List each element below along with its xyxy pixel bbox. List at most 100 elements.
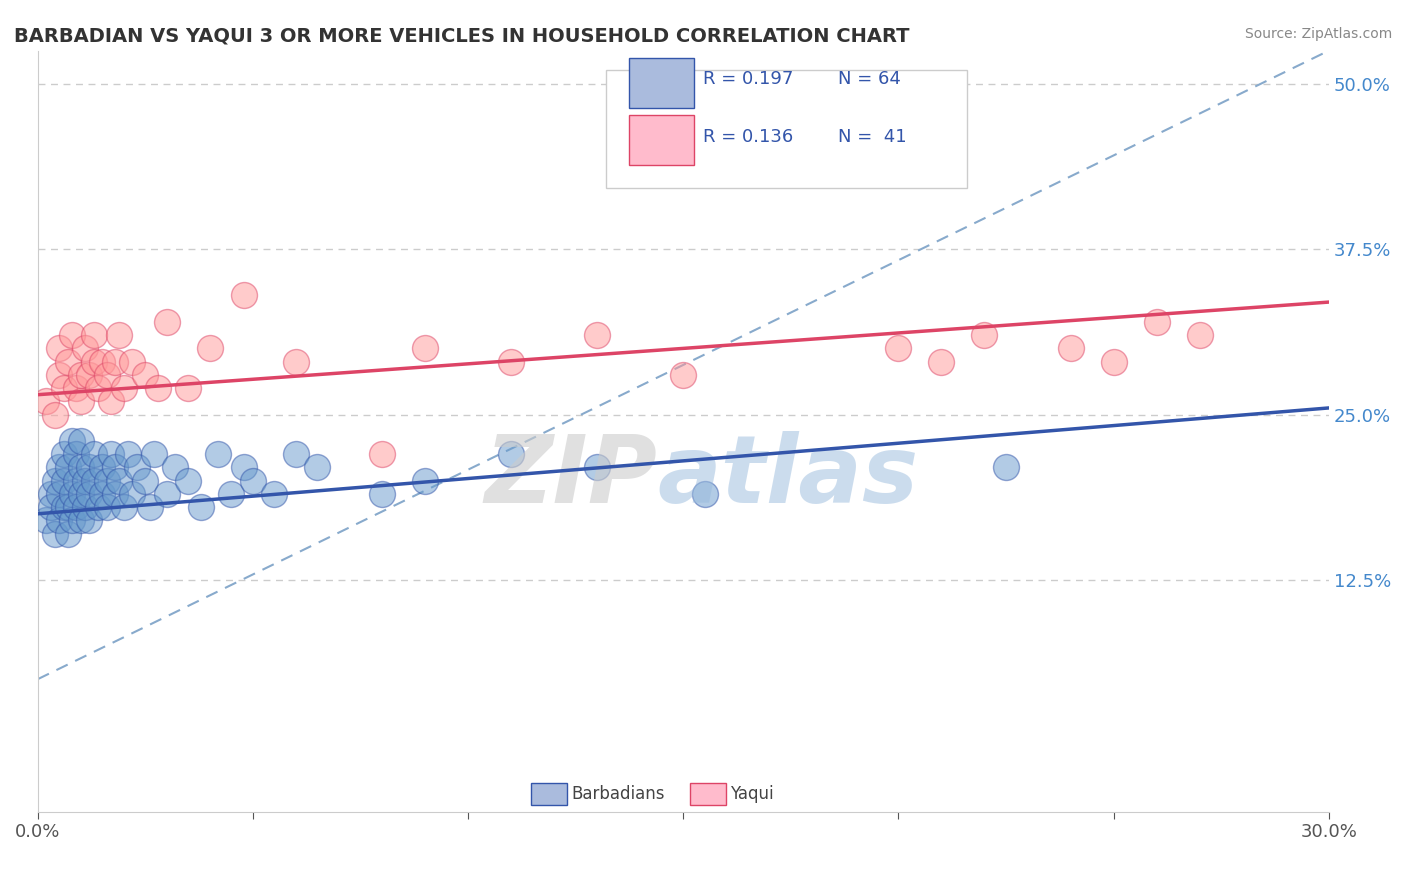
Point (65, 500, 87, 515)
Point (83, 474, 105, 488)
Point (177, 381, 200, 395)
Point (177, 474, 200, 488)
Point (371, 487, 394, 501)
Point (69, 487, 91, 501)
Point (672, 368, 695, 382)
Point (73, 474, 96, 488)
Text: Barbadians: Barbadians (571, 785, 665, 803)
Point (198, 342, 221, 356)
Point (165, 460, 187, 475)
Point (44, 474, 66, 488)
Point (134, 368, 156, 382)
Point (60, 513, 83, 527)
Point (586, 328, 609, 343)
Text: Yaqui: Yaqui (730, 785, 773, 803)
Point (413, 342, 436, 356)
Point (65, 474, 87, 488)
Point (65, 447, 87, 461)
Point (35, 513, 58, 527)
Point (39, 487, 62, 501)
Point (73, 500, 96, 515)
Point (56, 500, 79, 515)
Point (87, 500, 110, 515)
Point (91, 487, 114, 501)
Point (48, 342, 70, 356)
Point (413, 474, 436, 488)
Point (35, 394, 58, 409)
Point (142, 447, 165, 461)
Point (79, 368, 101, 382)
FancyBboxPatch shape (628, 58, 693, 108)
Text: ZIP: ZIP (485, 431, 658, 523)
Point (52, 474, 75, 488)
Text: BARBADIAN VS YAQUI 3 OR MORE VEHICLES IN HOUSEHOLD CORRELATION CHART: BARBADIAN VS YAQUI 3 OR MORE VEHICLES IN… (14, 27, 910, 45)
Point (233, 288, 256, 302)
Point (39, 500, 62, 515)
Point (52, 381, 75, 395)
Point (79, 513, 101, 527)
Text: Source: ZipAtlas.com: Source: ZipAtlas.com (1244, 27, 1392, 41)
Point (48, 513, 70, 527)
Point (284, 354, 307, 368)
Point (108, 474, 131, 488)
Point (117, 447, 139, 461)
Point (87, 381, 110, 395)
Point (1146, 315, 1168, 329)
Point (69, 434, 91, 448)
Point (83, 354, 105, 368)
Point (104, 354, 127, 368)
Point (693, 487, 716, 501)
Point (52, 500, 75, 515)
Point (44, 408, 66, 422)
Point (501, 447, 523, 461)
Point (56, 460, 79, 475)
Point (91, 460, 114, 475)
Point (586, 460, 609, 475)
Point (207, 447, 229, 461)
Text: R = 0.136: R = 0.136 (703, 128, 793, 145)
Point (69, 460, 91, 475)
FancyBboxPatch shape (606, 70, 967, 187)
Point (190, 500, 212, 515)
Text: R = 0.197: R = 0.197 (703, 70, 793, 87)
Point (91, 354, 114, 368)
Point (242, 474, 264, 488)
Point (96, 474, 118, 488)
Point (56, 526, 79, 541)
FancyBboxPatch shape (690, 783, 725, 805)
Point (65, 381, 87, 395)
Point (83, 447, 105, 461)
Point (887, 342, 910, 356)
FancyBboxPatch shape (531, 783, 567, 805)
Text: N = 64: N = 64 (838, 70, 901, 87)
Point (48, 487, 70, 501)
Point (73, 342, 96, 356)
Point (156, 315, 179, 329)
Point (134, 474, 156, 488)
Point (973, 328, 995, 343)
Point (69, 513, 91, 527)
Point (96, 368, 118, 382)
FancyBboxPatch shape (628, 115, 693, 165)
Point (138, 500, 160, 515)
Point (56, 354, 79, 368)
Point (221, 487, 243, 501)
Point (233, 460, 256, 475)
Point (148, 381, 170, 395)
Point (263, 487, 285, 501)
Point (156, 487, 179, 501)
Point (121, 487, 143, 501)
Point (79, 487, 101, 501)
Point (931, 354, 953, 368)
Point (1188, 328, 1211, 343)
Point (995, 460, 1018, 475)
Point (69, 394, 91, 409)
Point (60, 487, 83, 501)
Point (371, 447, 394, 461)
Point (501, 354, 523, 368)
Point (1059, 342, 1081, 356)
Point (100, 394, 122, 409)
Point (52, 447, 75, 461)
Text: N =  41: N = 41 (838, 128, 907, 145)
Point (104, 460, 127, 475)
